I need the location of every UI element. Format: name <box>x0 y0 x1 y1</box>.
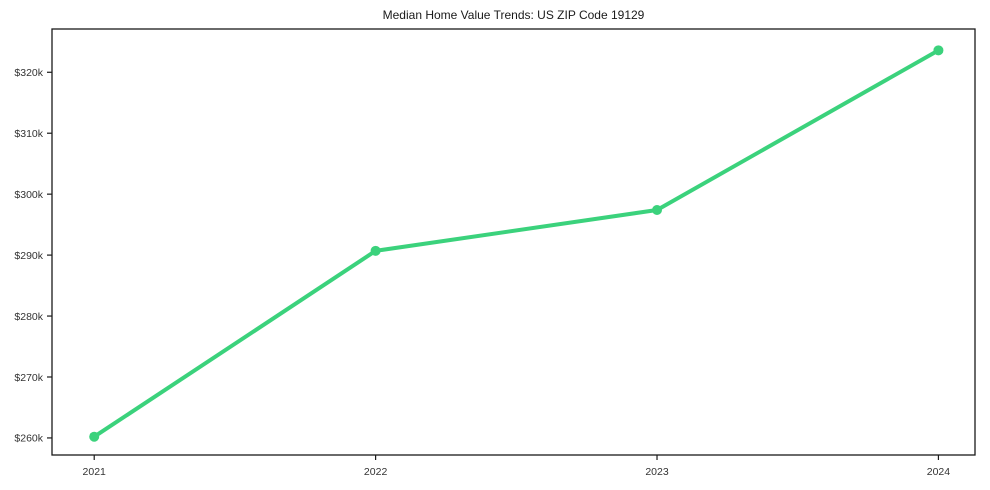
x-tick-label: 2022 <box>364 466 388 478</box>
chart-title: Median Home Value Trends: US ZIP Code 19… <box>382 8 645 22</box>
data-point-marker <box>89 431 100 442</box>
x-tick-label: 2023 <box>645 466 669 478</box>
series-line <box>92 48 941 439</box>
y-tick-label: $260k <box>14 433 43 445</box>
y-tick-label: $320k <box>14 67 43 79</box>
x-tick-label: 2021 <box>83 466 107 478</box>
y-tick-label: $310k <box>14 128 43 140</box>
data-point-marker <box>933 45 944 56</box>
y-tick-label: $270k <box>14 372 43 384</box>
data-point-marker <box>652 205 663 216</box>
y-tick-label: $280k <box>14 311 43 323</box>
y-tick-label: $290k <box>14 250 43 262</box>
plot-border <box>51 28 976 456</box>
data-point-marker <box>370 245 381 256</box>
x-tick-label: 2024 <box>927 466 951 478</box>
y-tick-label: $300k <box>14 189 43 201</box>
